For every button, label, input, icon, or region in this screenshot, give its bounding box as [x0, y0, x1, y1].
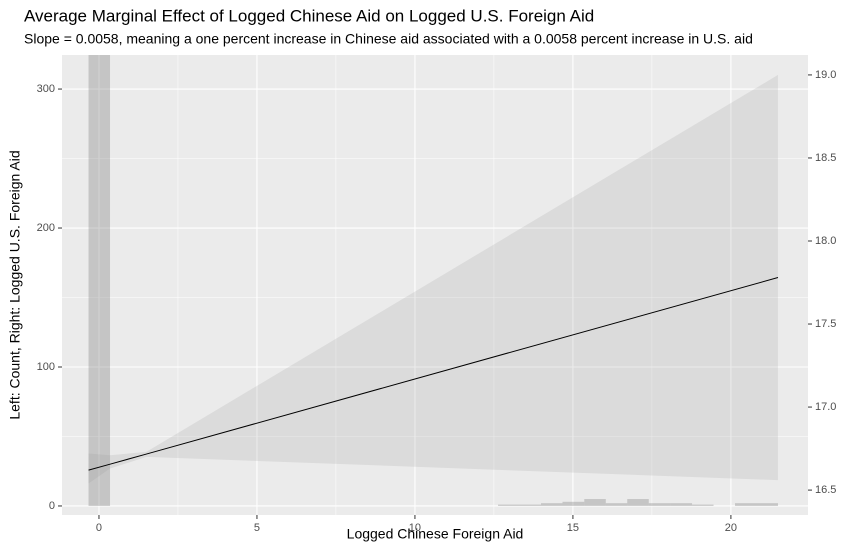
- histogram-bar: [735, 503, 757, 506]
- histogram-bar: [692, 504, 714, 506]
- x-tick-label: 15: [567, 522, 579, 534]
- marks: [88, 55, 779, 506]
- histogram-bar: [627, 499, 649, 506]
- confidence-band: [88, 74, 778, 484]
- y-tick-label: 300: [37, 83, 55, 95]
- x-tick-label: 10: [409, 522, 421, 534]
- panel: [62, 55, 808, 515]
- x-axis-label: Logged Chinese Foreign Aid: [347, 526, 524, 542]
- y2-tick-label: 17.5: [815, 318, 836, 330]
- chart-title: Average Marginal Effect of Logged Chines…: [24, 6, 594, 25]
- y2-tick-label: 18.5: [815, 152, 836, 164]
- histogram-bar: [605, 503, 628, 506]
- fit-line: [88, 277, 779, 471]
- y2-tick-label: 19.0: [815, 69, 836, 81]
- histogram-bar: [541, 503, 563, 506]
- histogram-bar: [584, 499, 606, 506]
- y-tick-label: 200: [37, 222, 55, 234]
- histogram-bar: [756, 503, 778, 506]
- y-tick-label: 0: [49, 500, 55, 512]
- chart-subtitle: Slope = 0.0058, meaning a one percent in…: [24, 31, 753, 47]
- x-tick-label: 5: [254, 522, 260, 534]
- x-tick-label: 20: [725, 522, 737, 534]
- y2-tick-label: 18.0: [815, 235, 836, 247]
- x-tick-label: 0: [96, 522, 102, 534]
- y-axis-label: Left: Count, Right: Logged U.S. Foreign …: [7, 150, 23, 419]
- histogram-bar: [648, 503, 671, 506]
- histogram-bar: [670, 503, 693, 506]
- histogram-bar: [562, 501, 585, 506]
- y-tick-label: 100: [37, 361, 55, 373]
- y2-tick-label: 17.0: [815, 401, 836, 413]
- histogram-bar: [498, 504, 520, 506]
- histogram-bar: [519, 504, 542, 506]
- y2-tick-label: 16.5: [815, 484, 836, 496]
- axes: 0 100 200 300 0 5 10 15 20 16.5 17.0 17.5 18.0 18.5 19…: [37, 69, 837, 534]
- histogram-bar: [88, 55, 111, 506]
- grid: [62, 55, 808, 515]
